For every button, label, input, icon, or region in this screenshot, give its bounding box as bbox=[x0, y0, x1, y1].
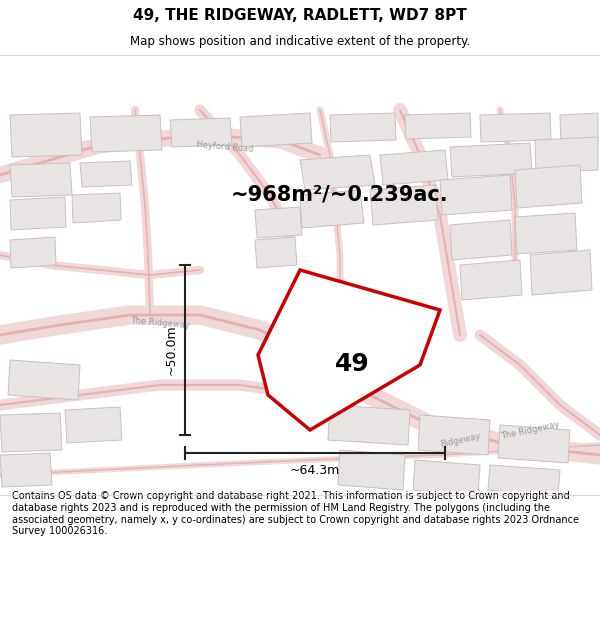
Polygon shape bbox=[535, 137, 598, 173]
Polygon shape bbox=[380, 150, 448, 185]
Polygon shape bbox=[0, 413, 62, 452]
Text: Ridgeway: Ridgeway bbox=[439, 431, 481, 449]
Polygon shape bbox=[255, 207, 302, 238]
Polygon shape bbox=[370, 185, 438, 225]
Polygon shape bbox=[65, 407, 122, 443]
Polygon shape bbox=[170, 118, 232, 147]
Polygon shape bbox=[10, 113, 82, 157]
Polygon shape bbox=[405, 113, 471, 139]
Polygon shape bbox=[8, 360, 80, 400]
Text: Heyford Road: Heyford Road bbox=[196, 140, 254, 154]
Polygon shape bbox=[450, 143, 532, 177]
Text: Contains OS data © Crown copyright and database right 2021. This information is : Contains OS data © Crown copyright and d… bbox=[12, 491, 579, 536]
Polygon shape bbox=[480, 113, 551, 142]
Polygon shape bbox=[488, 465, 560, 495]
Polygon shape bbox=[328, 405, 410, 445]
Polygon shape bbox=[0, 453, 52, 487]
Polygon shape bbox=[10, 163, 72, 197]
Polygon shape bbox=[413, 460, 480, 495]
Polygon shape bbox=[72, 193, 121, 223]
Text: 49, THE RIDGEWAY, RADLETT, WD7 8PT: 49, THE RIDGEWAY, RADLETT, WD7 8PT bbox=[133, 8, 467, 23]
Text: The Ridgeway: The Ridgeway bbox=[500, 419, 560, 441]
Polygon shape bbox=[450, 220, 512, 260]
Polygon shape bbox=[255, 237, 297, 268]
Text: Map shows position and indicative extent of the property.: Map shows position and indicative extent… bbox=[130, 35, 470, 48]
Polygon shape bbox=[530, 250, 592, 295]
Polygon shape bbox=[90, 115, 162, 152]
Polygon shape bbox=[300, 155, 375, 190]
Polygon shape bbox=[300, 190, 364, 228]
Polygon shape bbox=[338, 450, 405, 490]
Polygon shape bbox=[330, 113, 396, 142]
Polygon shape bbox=[240, 113, 312, 147]
Text: ~64.3m: ~64.3m bbox=[290, 464, 340, 478]
Text: 49: 49 bbox=[335, 352, 370, 376]
Polygon shape bbox=[515, 213, 577, 254]
Polygon shape bbox=[418, 415, 490, 455]
Polygon shape bbox=[515, 165, 582, 208]
Polygon shape bbox=[80, 161, 132, 187]
Polygon shape bbox=[498, 425, 570, 463]
Polygon shape bbox=[258, 270, 440, 430]
Text: The Ridgeway: The Ridgeway bbox=[130, 316, 190, 330]
Polygon shape bbox=[10, 197, 66, 230]
Polygon shape bbox=[10, 237, 56, 268]
Polygon shape bbox=[440, 175, 512, 215]
Polygon shape bbox=[460, 260, 522, 300]
Text: ~968m²/~0.239ac.: ~968m²/~0.239ac. bbox=[231, 185, 449, 205]
Polygon shape bbox=[560, 113, 598, 145]
Text: ~50.0m: ~50.0m bbox=[164, 325, 178, 375]
